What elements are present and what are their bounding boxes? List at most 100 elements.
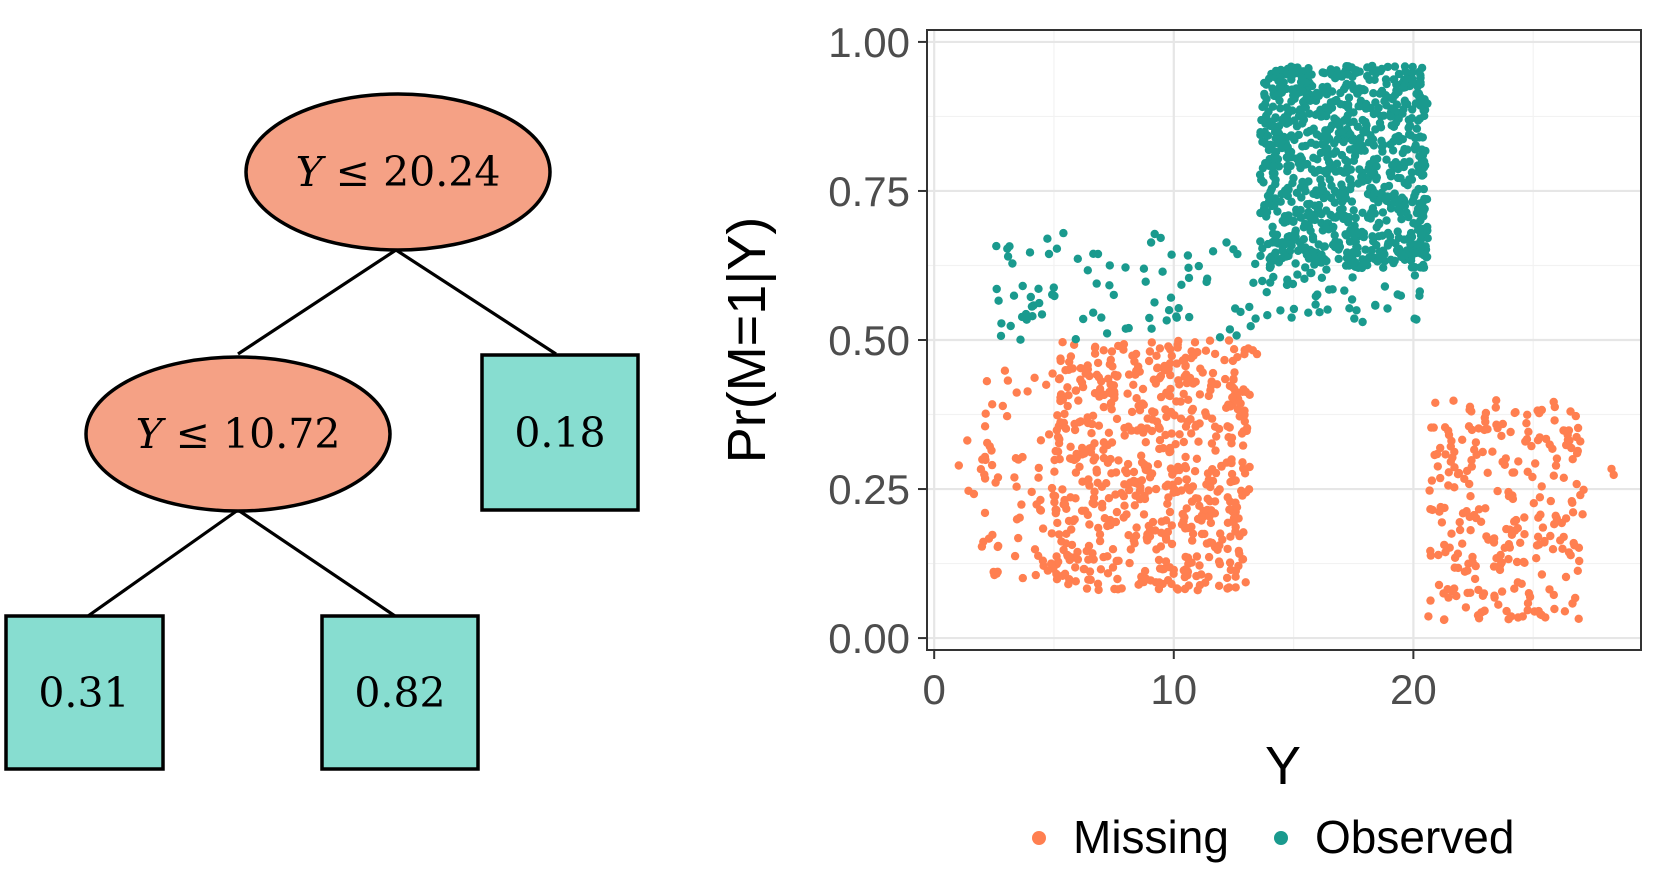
data-point-missing bbox=[1527, 441, 1536, 451]
data-point-missing bbox=[1050, 467, 1059, 476]
data-point-missing bbox=[1467, 407, 1476, 416]
data-point-observed bbox=[1232, 331, 1241, 340]
data-point-observed bbox=[1371, 301, 1380, 310]
data-point-missing bbox=[1090, 487, 1099, 496]
data-point-observed bbox=[1083, 266, 1093, 275]
data-point-missing bbox=[1065, 454, 1075, 463]
data-point-missing bbox=[1537, 482, 1546, 491]
data-point-missing bbox=[1145, 347, 1155, 356]
data-point-missing bbox=[1214, 581, 1224, 590]
data-point-missing bbox=[1426, 505, 1435, 514]
data-point-missing bbox=[1191, 494, 1200, 503]
data-point-missing bbox=[1572, 449, 1582, 458]
data-point-missing bbox=[1111, 517, 1121, 527]
data-point-observed bbox=[1400, 235, 1409, 244]
data-point-missing bbox=[1173, 585, 1183, 594]
data-point-missing bbox=[1210, 497, 1220, 506]
data-point-missing bbox=[1525, 592, 1535, 602]
data-point-observed bbox=[1105, 261, 1115, 270]
data-point-observed bbox=[1312, 130, 1322, 139]
data-point-observed bbox=[1270, 169, 1279, 178]
data-point-observed bbox=[996, 331, 1006, 341]
data-point-missing bbox=[954, 461, 963, 470]
data-point-observed bbox=[1297, 154, 1307, 164]
data-point-missing bbox=[1211, 468, 1221, 478]
data-point-missing bbox=[1479, 607, 1489, 616]
data-point-missing bbox=[1179, 356, 1189, 365]
data-point-missing bbox=[1122, 468, 1132, 478]
data-point-missing bbox=[1135, 486, 1145, 495]
data-point-observed bbox=[1268, 222, 1277, 231]
x-tick-label: 0 bbox=[923, 666, 946, 713]
data-point-missing bbox=[1560, 426, 1569, 435]
data-point-missing bbox=[1520, 513, 1529, 522]
data-point-missing bbox=[1203, 494, 1212, 503]
data-point-missing bbox=[1123, 389, 1132, 398]
y-tick-labels: 0.00 0.25 0.50 0.75 1.00 bbox=[828, 19, 910, 662]
data-point-missing bbox=[1155, 436, 1165, 445]
data-point-missing bbox=[1055, 374, 1065, 383]
data-point-observed bbox=[1283, 217, 1292, 226]
data-point-missing bbox=[1204, 552, 1214, 562]
data-point-missing bbox=[1452, 591, 1461, 601]
data-point-observed bbox=[1274, 258, 1284, 267]
data-point-observed bbox=[1396, 291, 1406, 300]
data-point-missing bbox=[1559, 473, 1569, 482]
data-point-observed bbox=[1371, 125, 1380, 134]
data-point-missing bbox=[1168, 470, 1177, 479]
data-point-missing bbox=[987, 460, 997, 470]
data-point-missing bbox=[1226, 477, 1235, 487]
data-point-missing bbox=[1558, 544, 1567, 553]
data-point-observed bbox=[1409, 219, 1418, 228]
data-point-missing bbox=[1184, 581, 1194, 590]
data-point-missing bbox=[1222, 573, 1232, 583]
data-point-missing bbox=[1069, 516, 1078, 526]
data-point-observed bbox=[1337, 150, 1347, 160]
data-point-missing bbox=[1070, 425, 1080, 435]
data-point-observed bbox=[1365, 75, 1374, 85]
data-point-observed bbox=[1333, 135, 1342, 144]
data-point-missing bbox=[1206, 518, 1216, 528]
data-point-missing bbox=[1535, 493, 1545, 502]
data-point-missing bbox=[1113, 585, 1123, 594]
split-node-root: Y ≤ 20.24 bbox=[244, 92, 552, 252]
data-point-missing bbox=[1086, 448, 1096, 457]
data-point-missing bbox=[1536, 610, 1545, 619]
data-point-observed bbox=[1306, 268, 1315, 278]
data-point-missing bbox=[1099, 438, 1109, 447]
data-point-missing bbox=[1103, 458, 1113, 467]
data-point-missing bbox=[1534, 540, 1544, 549]
data-point-missing bbox=[1241, 488, 1251, 497]
data-point-observed bbox=[1418, 133, 1428, 142]
data-point-observed bbox=[1260, 91, 1269, 101]
data-point-missing bbox=[1103, 521, 1112, 531]
data-point-observed bbox=[1278, 246, 1287, 255]
data-point-observed bbox=[1121, 263, 1130, 272]
data-point-observed bbox=[1367, 208, 1376, 217]
data-point-missing bbox=[1151, 484, 1161, 494]
data-point-missing bbox=[1031, 570, 1041, 580]
data-point-missing bbox=[1151, 578, 1161, 587]
data-point-observed bbox=[1245, 302, 1254, 312]
data-point-missing bbox=[1566, 407, 1575, 416]
data-point-missing bbox=[1047, 559, 1056, 568]
leaf-node-left-right-shape bbox=[320, 614, 480, 771]
data-point-observed bbox=[1281, 252, 1291, 261]
data-point-missing bbox=[1107, 469, 1116, 478]
data-point-missing bbox=[1207, 506, 1216, 516]
data-point-missing bbox=[1506, 612, 1516, 621]
data-point-observed bbox=[1298, 119, 1307, 128]
data-point-missing bbox=[1541, 434, 1551, 444]
data-point-missing bbox=[1204, 391, 1214, 401]
data-point-missing bbox=[1449, 396, 1458, 405]
data-point-missing bbox=[1221, 374, 1230, 384]
data-point-observed bbox=[1360, 258, 1369, 268]
data-point-missing bbox=[1064, 580, 1073, 589]
x-axis-title: Y bbox=[1265, 736, 1301, 796]
data-point-observed bbox=[1349, 206, 1358, 215]
data-point-missing bbox=[1056, 354, 1065, 363]
data-point-observed bbox=[1008, 259, 1017, 268]
decision-tree: Y ≤ 20.24 Y ≤ 10.72 0.18 0.31 0.82 bbox=[4, 92, 640, 771]
data-point-observed bbox=[1358, 208, 1367, 217]
data-point-observed bbox=[1320, 68, 1329, 78]
